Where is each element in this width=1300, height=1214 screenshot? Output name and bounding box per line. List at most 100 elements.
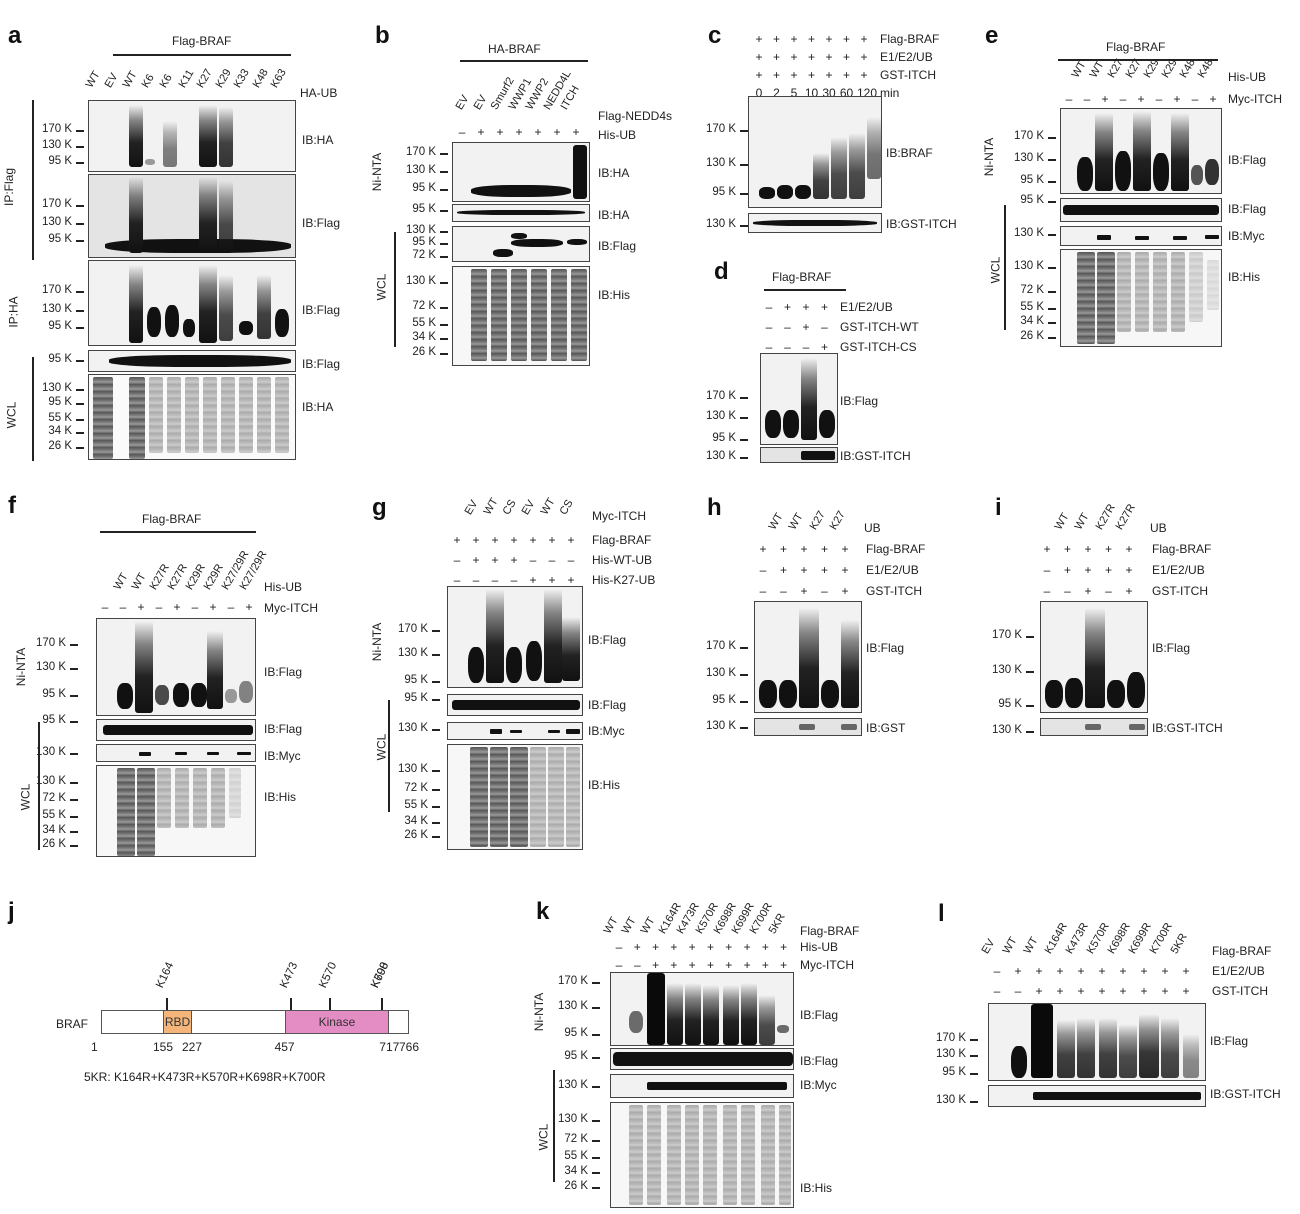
lane-label: WT <box>129 571 149 592</box>
row-label: GST-ITCH <box>1212 984 1268 998</box>
band <box>506 647 522 683</box>
ib-label: IB:Myc <box>800 1078 837 1092</box>
sign-cell: + <box>772 50 780 64</box>
sign-cell: + <box>842 68 850 82</box>
group-header: Flag-BRAF <box>142 512 202 526</box>
lane-smear <box>1171 252 1185 332</box>
band <box>1011 1046 1027 1078</box>
ib-label: IB:His <box>800 1181 833 1195</box>
band <box>1085 724 1101 730</box>
row-label: Myc-ITCH <box>1228 92 1282 106</box>
sign-cell: + <box>820 340 828 354</box>
blot-ib-flag <box>447 694 583 716</box>
mw-marker: 34 K <box>552 1165 600 1177</box>
lane-label: EV <box>462 498 481 517</box>
sign-cell: – <box>765 300 773 314</box>
sign-cell: + <box>472 533 480 547</box>
mw-marker: 95 K <box>36 233 84 245</box>
band <box>841 724 857 730</box>
ib-label: IB:Flag <box>588 633 627 647</box>
row-label: GST-ITCH-WT <box>840 320 919 334</box>
site-tick <box>290 998 293 1010</box>
row-label: GST-ITCH <box>1152 584 1208 598</box>
band <box>1097 235 1111 240</box>
lane-label: WT <box>481 496 501 517</box>
sign-cell: – <box>1043 563 1051 577</box>
lane-smear <box>779 1105 791 1205</box>
mw-marker: 95 K <box>392 674 440 686</box>
blot-ib-flag <box>447 586 583 688</box>
band <box>777 185 793 199</box>
sign-cell: + <box>472 553 480 567</box>
band <box>526 641 542 681</box>
lane-smear <box>129 377 145 459</box>
lane-smear <box>571 269 587 361</box>
band <box>1205 235 1219 239</box>
ib-label: IB:BRAF <box>886 146 933 160</box>
blot-ib-gst-itch <box>748 213 882 233</box>
panel-label: c <box>708 22 722 49</box>
mw-marker: 130 K <box>30 775 78 787</box>
row-label: His-K27-UB <box>592 573 656 587</box>
smear <box>1183 1034 1199 1078</box>
sign-cell: + <box>1063 542 1071 556</box>
sign-cell: – <box>1191 92 1199 106</box>
smear <box>801 358 817 440</box>
sign-cell: + <box>652 940 660 954</box>
lane-label: K27R <box>1093 502 1118 532</box>
lane-smear <box>470 747 488 847</box>
ib-label: IB:GST-ITCH <box>1152 721 1223 735</box>
mw-marker: 130 K <box>986 664 1034 676</box>
band-row <box>613 1052 793 1066</box>
band <box>566 729 580 734</box>
lane-smear <box>510 747 528 847</box>
mw-marker: 55 K <box>400 317 448 329</box>
blot-ib-his <box>610 1102 794 1208</box>
lane-label: K63 <box>268 67 289 90</box>
sign-cell: – <box>227 600 235 614</box>
mw-marker: 170 K <box>30 637 78 649</box>
band <box>139 752 151 756</box>
band <box>779 680 797 708</box>
lane-label: CS <box>557 497 576 517</box>
mw-marker: 170 K <box>930 1032 978 1044</box>
side-bracket <box>1004 205 1006 330</box>
sign-cell: + <box>779 563 787 577</box>
mw-marker: 130 K <box>392 647 440 659</box>
ib-label: IB:Flag <box>264 722 303 736</box>
sign-cell: + <box>453 533 461 547</box>
sign-cell: + <box>1104 542 1112 556</box>
sign-cell: + <box>1182 964 1190 978</box>
smear <box>562 617 580 681</box>
lane-smear <box>275 377 289 453</box>
mw-marker: 95 K <box>1008 194 1056 206</box>
ib-label: IB:His <box>598 288 631 302</box>
mw-marker: 55 K <box>30 809 78 821</box>
lane-smear <box>551 269 567 361</box>
row-label: His-UB <box>1228 70 1266 84</box>
sign-cell: – <box>784 320 791 334</box>
ib-label: IB:Flag <box>302 303 341 317</box>
sign-cell: + <box>780 958 788 972</box>
lane-label: WT <box>1000 935 1020 956</box>
lane-smear <box>175 768 189 828</box>
ib-label: IB:His <box>264 790 297 804</box>
panel-label: a <box>8 22 22 49</box>
group-bracket <box>460 60 588 62</box>
sign-cell: – <box>780 584 787 598</box>
sign-cell: – <box>993 984 1001 998</box>
sign-cell: – <box>529 553 537 567</box>
smear <box>219 107 233 167</box>
lane-smear <box>185 377 199 453</box>
sign-cell: + <box>496 125 504 139</box>
band <box>799 724 815 730</box>
smear <box>723 985 739 1045</box>
sign-cell: + <box>1084 584 1092 598</box>
band <box>207 752 219 755</box>
mw-marker: 130 K <box>1008 260 1056 272</box>
band <box>490 729 502 734</box>
smear <box>1139 1014 1159 1078</box>
sign-cell: + <box>1140 964 1148 978</box>
side-label: Ni-NTA <box>370 152 385 192</box>
row-label: E1/E2/UB <box>866 563 919 577</box>
